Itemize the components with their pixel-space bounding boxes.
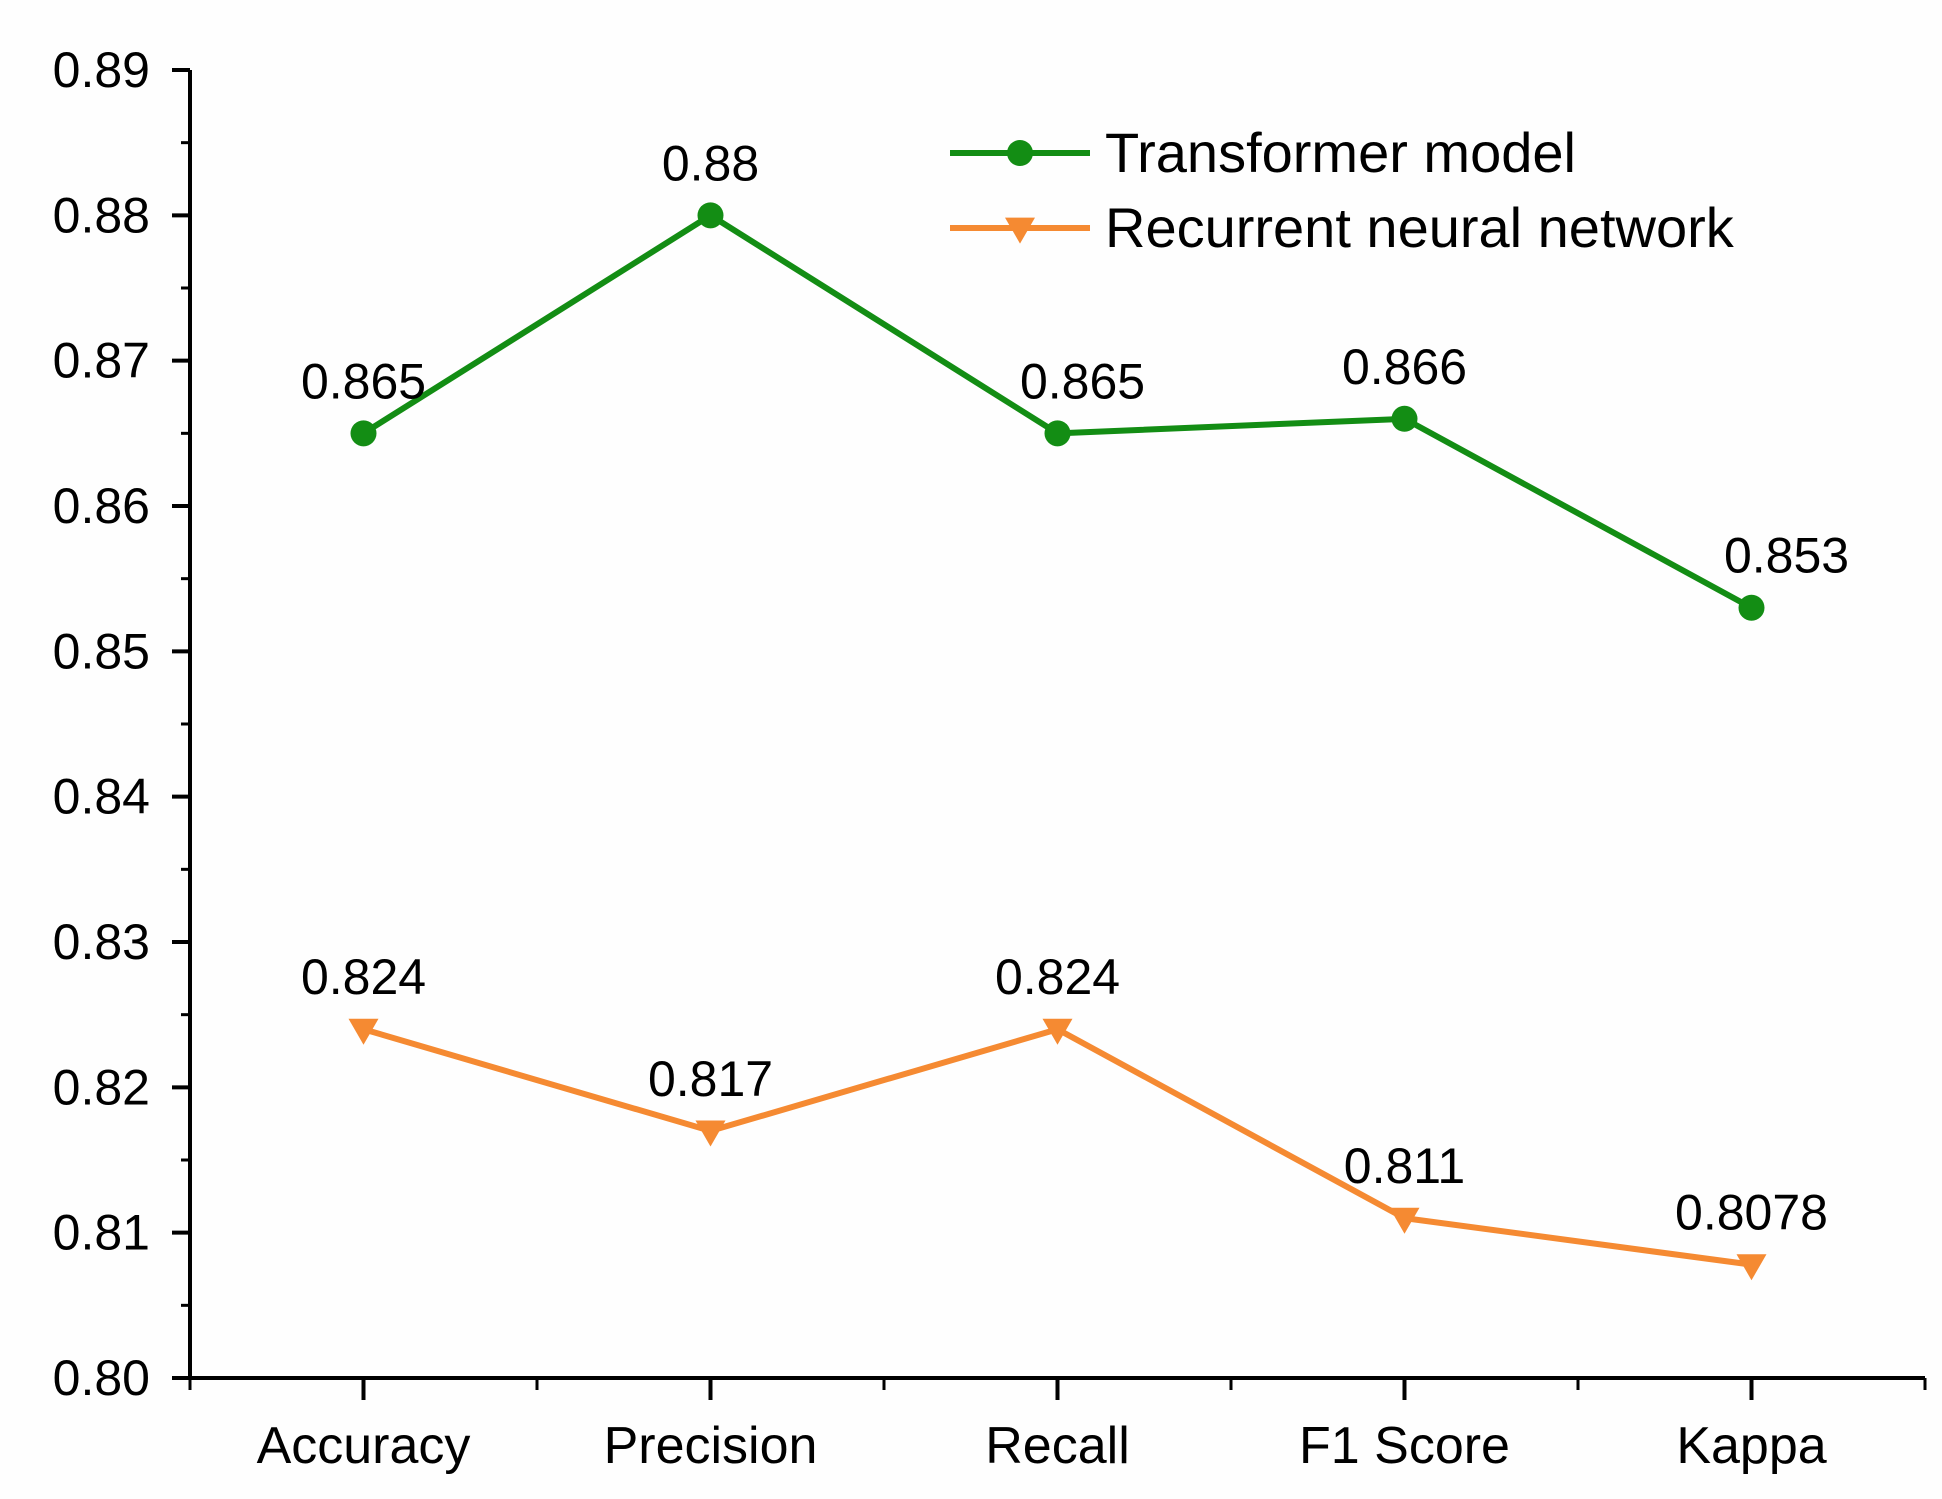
data-point-circle xyxy=(1391,405,1418,432)
data-point-circle xyxy=(1044,420,1071,447)
x-tick-label: F1 Score xyxy=(1299,1417,1510,1475)
x-tick-label: Precision xyxy=(604,1417,818,1475)
x-tick-label: Accuracy xyxy=(257,1417,471,1475)
x-tick-label: Kappa xyxy=(1676,1417,1826,1475)
data-label: 0.866 xyxy=(1342,339,1467,395)
series-layer xyxy=(348,202,1767,1281)
data-point-triangle xyxy=(1736,1254,1767,1281)
legend-label: Transformer model xyxy=(1105,121,1576,184)
data-label: 0.853 xyxy=(1724,528,1849,584)
data-label: 0.865 xyxy=(1020,353,1145,409)
data-point-circle xyxy=(1738,594,1765,621)
data-label: 0.811 xyxy=(1344,1138,1465,1194)
y-tick-label: 0.84 xyxy=(53,769,150,825)
data-label: 0.88 xyxy=(662,135,759,191)
data-point-circle xyxy=(1007,140,1033,166)
y-tick-label: 0.82 xyxy=(53,1059,150,1115)
y-tick-label: 0.83 xyxy=(53,914,150,970)
legend-label: Recurrent neural network xyxy=(1105,196,1735,259)
y-tick-label: 0.85 xyxy=(53,623,150,679)
data-point-triangle xyxy=(348,1018,379,1045)
series-line xyxy=(362,1026,1752,1268)
data-point-triangle xyxy=(695,1120,726,1147)
data-label: 0.817 xyxy=(648,1051,773,1107)
data-point-triangle xyxy=(1042,1018,1073,1045)
data-point-circle xyxy=(697,202,724,229)
data-label: 0.8078 xyxy=(1675,1185,1828,1241)
y-tick-label: 0.89 xyxy=(53,42,150,98)
y-tick-label: 0.87 xyxy=(53,333,150,389)
y-tick-label: 0.88 xyxy=(53,187,150,243)
series-line xyxy=(361,212,1753,611)
data-label: 0.824 xyxy=(995,949,1120,1005)
legend: Transformer model Recurrent neural networ… xyxy=(950,121,1735,259)
data-point-circle xyxy=(350,420,377,447)
y-tick-label: 0.81 xyxy=(53,1205,150,1261)
y-tick-label: 0.80 xyxy=(53,1350,150,1406)
data-label: 0.865 xyxy=(301,353,426,409)
data-label: 0.824 xyxy=(301,949,426,1005)
chart-axes: 0.80 0.81 0.82 0.83 0.84 0.85 0.86 0.87 0.88 0.89… xyxy=(53,42,1927,1475)
data-point-triangle xyxy=(1389,1207,1420,1234)
data-point-triangle xyxy=(1005,217,1035,244)
data-labels: 0.865 0.88 0.865 0.866 0.853 0.824 0.817 0.824 0… xyxy=(301,135,1849,1240)
y-tick-label: 0.86 xyxy=(53,478,150,534)
x-tick-label: Recall xyxy=(985,1417,1130,1475)
